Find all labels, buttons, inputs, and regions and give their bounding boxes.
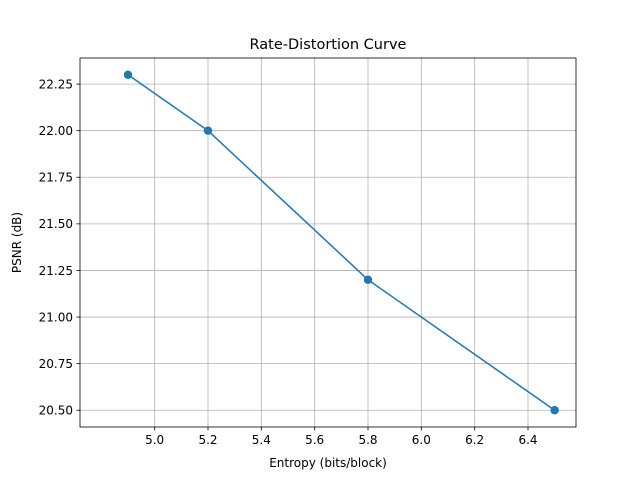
chart-title: Rate-Distortion Curve (250, 37, 407, 53)
x-tick-label: 6.2 (465, 433, 484, 447)
x-axis-label: Entropy (bits/block) (269, 456, 387, 470)
x-tick-label: 5.2 (198, 433, 217, 447)
x-tick-label: 6.4 (518, 433, 537, 447)
y-tick-label: 22.25 (39, 77, 73, 91)
y-tick-label: 21.75 (39, 171, 73, 185)
x-tick-label: 5.8 (358, 433, 377, 447)
data-point (123, 70, 133, 79)
grid (80, 58, 576, 427)
x-tick-label: 6.0 (412, 433, 431, 447)
y-tick-label: 21.50 (39, 217, 73, 231)
data-point (550, 406, 559, 415)
x-tick-label: 5.4 (252, 433, 271, 447)
plot-frame (79, 57, 577, 428)
series-line (127, 74, 556, 411)
y-tick-label: 21.00 (39, 310, 73, 324)
y-tick-label: 22.00 (39, 124, 73, 138)
data-point (203, 126, 213, 135)
x-tick-label: 5.0 (145, 433, 164, 447)
y-tick-label: 20.75 (39, 357, 73, 371)
ticks: 5.0 5.2 5.4 5.6 5.8 6.0 6.2 6.4 20.50 20.75 21.00 2… (39, 77, 538, 447)
y-tick-label: 20.50 (39, 404, 73, 418)
y-tick-label: 21.25 (39, 264, 73, 278)
series-layer (123, 70, 559, 415)
y-axis-label: PSNR (dB) (10, 212, 24, 273)
x-tick-label: 5.6 (305, 433, 324, 447)
data-point (363, 275, 373, 284)
